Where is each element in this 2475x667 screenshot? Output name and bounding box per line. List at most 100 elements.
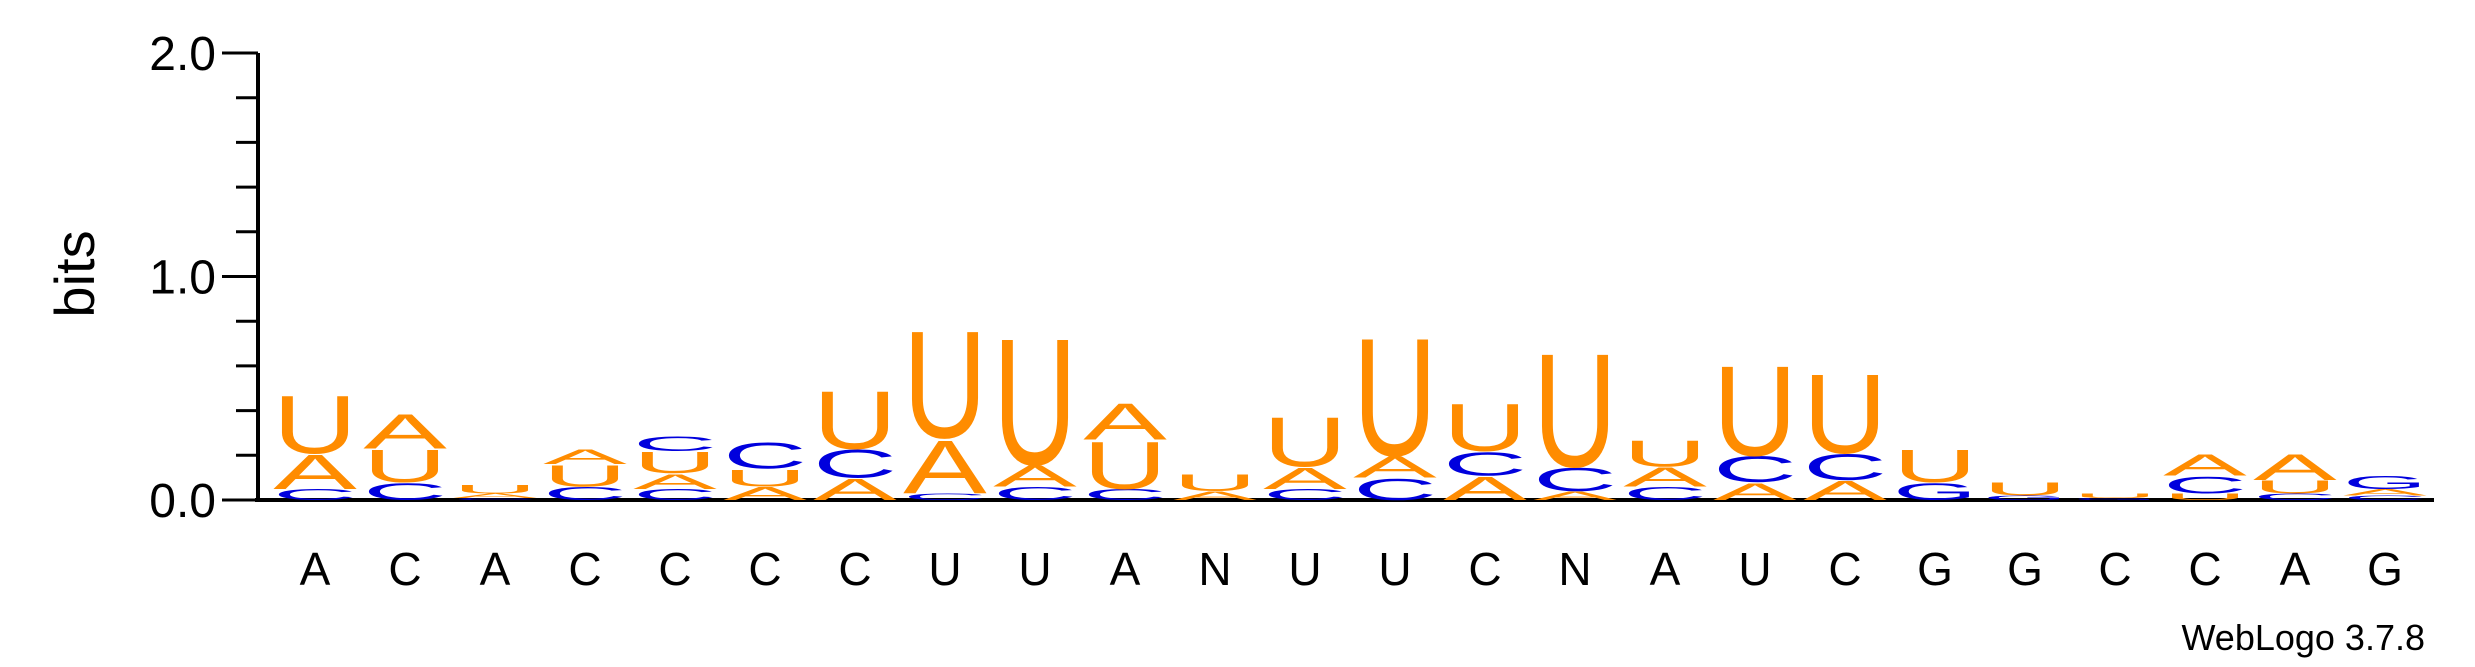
logo-letter-C: C [723, 436, 807, 477]
logo-letter-U: U [273, 379, 357, 471]
x-tick-label: U [928, 543, 961, 595]
logo-letter-A: A [1713, 478, 1798, 505]
logo-letter-U: U [633, 446, 717, 480]
logo-letter-U: U [1443, 391, 1527, 466]
x-tick-label: C [2098, 543, 2131, 595]
logo-letter-C: C [273, 486, 357, 503]
logo-letter-U: U [2073, 492, 2157, 499]
logo-letter-U: U [1983, 479, 2067, 500]
logo-letter-A: A [2163, 448, 2247, 482]
weblogo-version-label: WebLogo 3.7.8 [2181, 617, 2425, 658]
logo-letter-C: C [1803, 447, 1887, 488]
x-tick-label: G [2367, 543, 2403, 595]
x-tick-label: N [1558, 543, 1591, 595]
logo-letter-U: U [1803, 351, 1887, 477]
y-axis-title: bits [43, 230, 106, 317]
logo-letter-C: C [1263, 486, 1347, 503]
logo-letter-U: U [1263, 403, 1347, 481]
logo-letter-A: A [903, 425, 987, 510]
x-tick-label: C [838, 543, 871, 595]
logo-letter-U: U [453, 482, 537, 496]
logo-letter-C: C [2253, 492, 2337, 502]
logo-letter-C: C [1443, 445, 1527, 483]
x-tick-label: G [2007, 543, 2043, 595]
logo-letter-C: C [363, 478, 447, 505]
x-tick-label: U [1288, 543, 1321, 595]
logo-letter-U: U [543, 459, 627, 493]
logo-letter-A: A [543, 445, 627, 469]
logo-letter-C: C [2163, 471, 2247, 498]
logo-letter-A: A [363, 405, 447, 460]
logo-letter-A: A [1173, 489, 1257, 503]
y-tick-label: 0.0 [149, 475, 216, 528]
x-tick-label: G [1917, 543, 1953, 595]
logo-letter-U: U [1623, 434, 1707, 475]
logo-letter-C: C [543, 483, 627, 504]
logo-letter-A: A [1803, 475, 1887, 506]
axes: 0.0 1.0 2.0 [149, 28, 2434, 528]
x-tick-label: C [658, 543, 691, 595]
logo-letter-A: A [2253, 446, 2337, 487]
y-tick-label: 2.0 [149, 28, 216, 81]
logo-letter-C: C [1353, 473, 1437, 507]
logo-letter-U: U [903, 299, 987, 470]
logo-letter-U: U [723, 464, 807, 491]
logo-letter-C: C [633, 486, 717, 503]
logo-letter-C: C [813, 442, 897, 486]
logo-letter-U: U [1893, 441, 1977, 492]
logo-letter-C: C [1623, 483, 1707, 504]
logo-letter-C: C [1533, 461, 1617, 499]
logo-letter-U: U [363, 441, 447, 492]
logo-letter-C: C [633, 431, 717, 455]
logo-letter-A: A [813, 472, 897, 506]
x-tick-label: C [748, 543, 781, 595]
logo-letter-U: U [1533, 319, 1617, 501]
logo-letter-C: C [453, 497, 537, 500]
x-tick-label: A [1110, 543, 1141, 595]
logo-letter-A: A [1263, 461, 1347, 495]
x-tick-label: U [1738, 543, 1771, 595]
logo-letter-C: C [993, 483, 1077, 504]
x-tick-label: C [1468, 543, 1501, 595]
logo-letter-U: U [813, 375, 897, 467]
logo-letter-A: A [1623, 462, 1707, 493]
logo-letter-A: A [1443, 470, 1528, 507]
x-tick-label: A [1650, 543, 1681, 595]
logo-letter-A: A [1353, 450, 1437, 484]
x-tick-label: U [1378, 543, 1411, 595]
x-tick-label: C [388, 543, 421, 595]
logo-letter-U: U [1173, 469, 1257, 496]
logo-letter-C: C [1083, 486, 1167, 503]
logo-letter-G: G [1893, 478, 1977, 506]
logo-letter-U: U [2253, 477, 2337, 498]
logo-letter-C: C [1713, 449, 1797, 490]
logo-letter-G: G [2343, 472, 2427, 492]
logo-letter-A: A [273, 445, 357, 500]
y-tick-label: 1.0 [149, 252, 216, 305]
logo-letter-U: U [1083, 429, 1167, 504]
x-tick-label: C [568, 543, 601, 595]
x-tick-label: C [1828, 543, 1861, 595]
x-tick-label: U [1018, 543, 1051, 595]
logo-letter-A: A [1533, 489, 1617, 503]
logo-letter-U: U [1353, 303, 1437, 492]
x-tick-label: A [300, 543, 331, 595]
logo-letter-U: U [1713, 339, 1797, 483]
logo-letter-A: A [453, 492, 538, 499]
logo-letter-U: U [993, 301, 1077, 503]
logo-letter-C: C [2343, 494, 2427, 501]
logo-letter-A: A [1083, 393, 1167, 451]
logo-letter-G: G [2073, 497, 2157, 500]
x-tick-label: A [480, 543, 511, 595]
x-tick-label: N [1198, 543, 1231, 595]
logo-letter-G: G [1983, 495, 2067, 502]
logo-letter-A: A [993, 459, 1077, 493]
logo-letter-A: A [723, 483, 807, 504]
x-tick-label: C [2188, 543, 2221, 595]
logo-letter-U: U [2163, 492, 2247, 502]
x-tick-label: A [2280, 543, 2311, 595]
logo-letter-A: A [2343, 487, 2428, 497]
